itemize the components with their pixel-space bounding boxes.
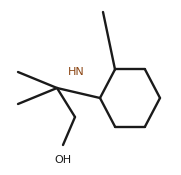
Text: HN: HN [68, 67, 84, 77]
Text: OH: OH [54, 155, 71, 165]
